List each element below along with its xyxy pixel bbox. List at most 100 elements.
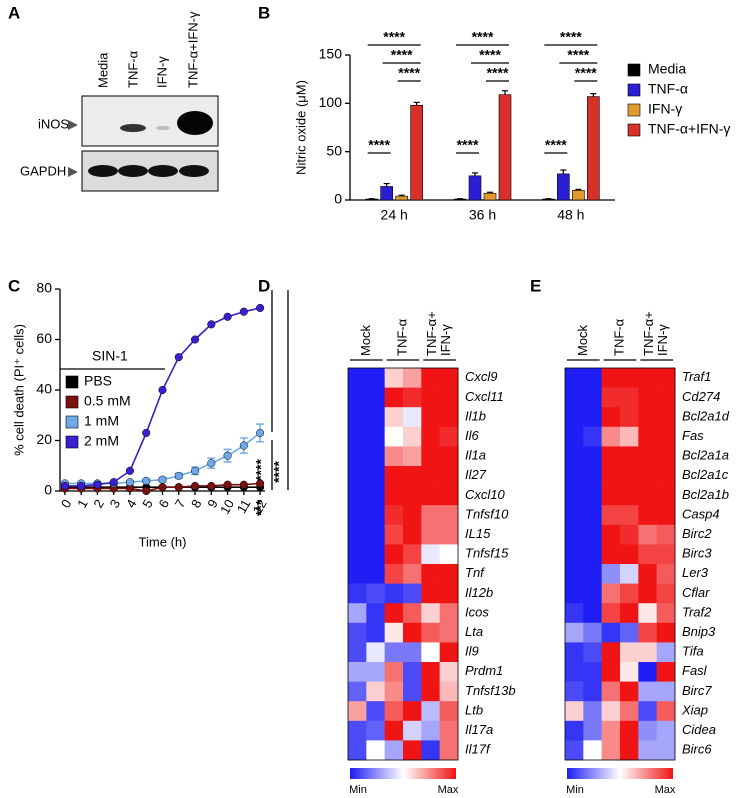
heatmap-cell bbox=[656, 446, 676, 467]
row-label: Il1a bbox=[465, 448, 486, 463]
heatmap-cell bbox=[638, 662, 657, 682]
heatmap-cell bbox=[656, 485, 676, 506]
heatmap-cell bbox=[384, 701, 404, 722]
bar bbox=[557, 173, 570, 201]
x-tick-label: 5 bbox=[139, 497, 156, 511]
heatmap-cell bbox=[583, 524, 602, 545]
heatmap-cell bbox=[565, 642, 584, 663]
heatmap-cell bbox=[366, 622, 385, 643]
heatmap-cell bbox=[638, 740, 657, 761]
heatmap-cell bbox=[348, 564, 367, 584]
row-label: Ltb bbox=[465, 702, 483, 717]
heatmap-cell bbox=[421, 603, 440, 624]
heatmap-cell bbox=[638, 466, 657, 486]
heatmap-cell bbox=[583, 544, 602, 565]
heatmap-cell bbox=[620, 446, 639, 467]
heatmap-cell bbox=[583, 701, 602, 722]
x-tick-label: 24 h bbox=[381, 207, 408, 223]
heatmap-cell bbox=[366, 426, 385, 447]
heatmap-cell bbox=[620, 368, 639, 388]
heatmap-cell bbox=[656, 368, 676, 388]
error-bar bbox=[590, 93, 597, 97]
colorbar-label: Min bbox=[349, 784, 367, 796]
heatmap-cell bbox=[366, 642, 385, 663]
x-tick-label: 2 bbox=[90, 497, 107, 511]
row-label: Icos bbox=[465, 604, 489, 619]
data-point bbox=[190, 335, 200, 344]
row-label: Tnfsf10 bbox=[465, 506, 509, 521]
heatmap-cell bbox=[366, 524, 385, 545]
heatmap-cell bbox=[620, 662, 639, 682]
heatmap-cell bbox=[384, 662, 404, 682]
heatmap-cell bbox=[638, 505, 657, 526]
heatmap-cell bbox=[348, 485, 367, 506]
heatmap-cell bbox=[601, 368, 621, 388]
blot-band bbox=[156, 126, 170, 130]
heatmap-cell bbox=[439, 603, 459, 624]
data-point bbox=[142, 486, 151, 496]
heatmap-cell bbox=[601, 524, 621, 545]
heatmap-cell bbox=[421, 583, 440, 604]
blot-row-label: iNOS bbox=[38, 116, 69, 131]
column-group-label: Mock bbox=[575, 324, 590, 356]
heatmap-cell bbox=[656, 740, 676, 761]
heatmap-cell bbox=[620, 564, 639, 584]
heatmap-cell bbox=[620, 681, 639, 702]
heatmap-cell bbox=[638, 387, 657, 408]
column-group-label: IFN-γ bbox=[655, 324, 670, 356]
y-tick-label: 100 bbox=[319, 94, 343, 110]
heatmap-cell bbox=[403, 407, 422, 428]
heatmap-cell bbox=[620, 622, 639, 643]
heatmap-cell bbox=[366, 583, 385, 604]
heatmap-cell bbox=[421, 368, 440, 388]
heatmap-cell bbox=[366, 701, 385, 722]
heatmap-cell bbox=[384, 583, 404, 604]
x-tick-label: 3 bbox=[107, 497, 124, 511]
column-group-label: TNF-α bbox=[394, 318, 409, 356]
heatmap-cell bbox=[601, 407, 621, 428]
heatmap-cell bbox=[656, 720, 676, 741]
heatmap-cell bbox=[439, 368, 459, 388]
y-tick-label: 50 bbox=[326, 142, 342, 158]
legend-swatch bbox=[627, 63, 641, 77]
heatmap-cell bbox=[620, 485, 639, 506]
heatmap-cell bbox=[638, 407, 657, 428]
heatmap-cell bbox=[620, 466, 639, 486]
heatmap-cell bbox=[421, 642, 440, 663]
heatmap-cell bbox=[583, 446, 602, 467]
heatmap-cell bbox=[601, 544, 621, 565]
heatmap-cell bbox=[366, 446, 385, 467]
significance-label: **** bbox=[472, 29, 494, 45]
row-label: Il1b bbox=[465, 408, 486, 423]
heatmap-cell bbox=[384, 642, 404, 663]
heatmap-cell bbox=[656, 642, 676, 663]
row-label: Cflar bbox=[682, 585, 710, 600]
heatmap-cell bbox=[384, 740, 404, 761]
panel-label: E bbox=[530, 276, 541, 295]
row-label: Cxcl9 bbox=[465, 369, 498, 384]
x-axis-title: Time (h) bbox=[139, 534, 187, 549]
bar bbox=[483, 192, 497, 201]
heatmap-cell bbox=[620, 426, 639, 447]
heatmap-cell bbox=[348, 720, 367, 741]
data-point bbox=[223, 480, 232, 489]
significance-label: **** bbox=[383, 29, 405, 45]
heatmap-cell bbox=[439, 387, 459, 408]
data-point bbox=[190, 466, 200, 475]
legend-swatch bbox=[65, 415, 79, 429]
heatmap-cell bbox=[565, 387, 584, 408]
data-point bbox=[207, 459, 216, 468]
bar bbox=[572, 190, 585, 201]
heatmap-cell bbox=[439, 662, 459, 682]
heatmap-cell bbox=[384, 387, 404, 408]
heatmap-cell bbox=[348, 583, 367, 604]
heatmap-cell bbox=[366, 662, 385, 682]
y-axis-title: % cell death (PI⁺ cells) bbox=[11, 324, 26, 456]
x-tick-label: 8 bbox=[188, 497, 205, 511]
bar bbox=[410, 104, 423, 201]
heatmap-cell bbox=[366, 603, 385, 624]
y-tick-label: 0 bbox=[334, 191, 342, 207]
legend-label: TNF-α bbox=[648, 81, 688, 97]
panel-label: B bbox=[258, 3, 270, 22]
